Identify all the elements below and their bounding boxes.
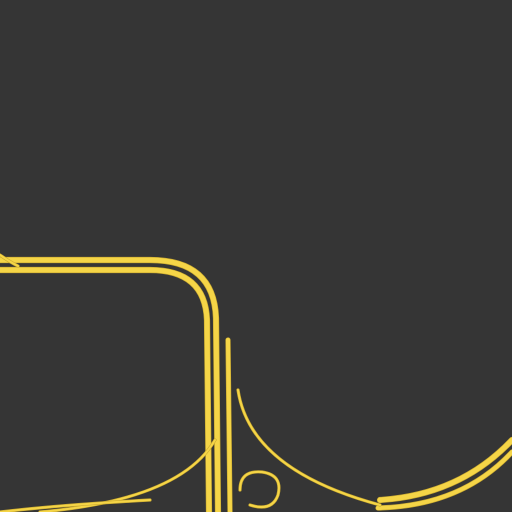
motorway-southbound-inner bbox=[226, 338, 232, 512]
motorway-west-to-south-carriageway-b bbox=[0, 267, 212, 512]
ramp-loop bbox=[239, 470, 280, 508]
road-layer bbox=[0, 253, 512, 512]
ramp-west-entry bbox=[0, 254, 19, 267]
motorway-west-to-south-carriageway-a bbox=[0, 257, 221, 512]
motorway-east-curve-inner bbox=[376, 450, 512, 510]
ramp-bottom-left bbox=[0, 499, 151, 512]
ramp-east-to-junction bbox=[237, 389, 381, 506]
motorway-east-curve-outer bbox=[377, 437, 512, 503]
ramp-west-to-junction bbox=[39, 439, 216, 512]
